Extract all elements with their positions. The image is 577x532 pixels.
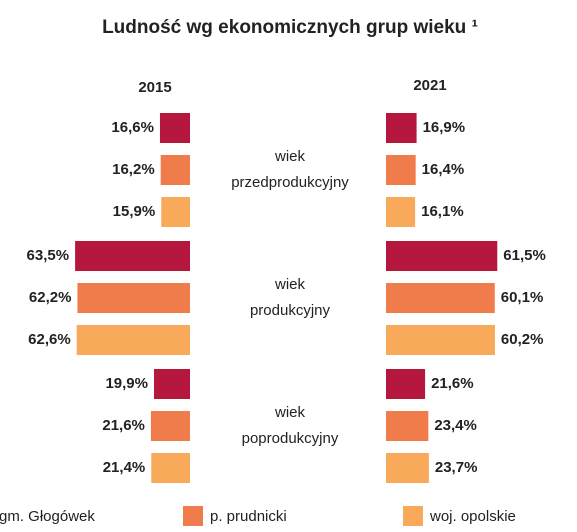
value-label: 23,4% <box>434 417 477 434</box>
value-label: 16,9% <box>423 119 466 136</box>
bar <box>150 411 190 441</box>
value-label: 23,7% <box>435 459 478 476</box>
value-label: 21,6% <box>102 417 145 434</box>
category-label: wiek <box>274 404 306 421</box>
legend-swatch <box>183 506 203 526</box>
bar <box>161 197 190 227</box>
value-label: 16,1% <box>421 203 464 220</box>
bar <box>386 369 426 399</box>
category-label: przedprodukcyjny <box>231 174 349 191</box>
value-label: 16,4% <box>422 161 465 178</box>
value-label: 15,9% <box>113 203 156 220</box>
category-label: wiek <box>274 276 306 293</box>
bar <box>159 113 190 143</box>
panel-title: 2021 <box>413 77 446 94</box>
value-label: 60,1% <box>501 289 544 306</box>
legend-label: woj. opolskie <box>429 508 516 525</box>
category-label: poprodukcyjny <box>242 430 339 447</box>
value-label: 19,9% <box>105 375 148 392</box>
value-label: 16,6% <box>111 119 154 136</box>
bar <box>386 197 416 227</box>
bar <box>77 283 190 313</box>
chart-title: Ludność wg ekonomicznych grup wieku ¹ <box>102 17 478 38</box>
bar <box>151 453 190 483</box>
category-label: produkcyjny <box>250 302 331 319</box>
bar <box>386 411 429 441</box>
value-label: 61,5% <box>503 247 546 264</box>
legend-label: p. prudnicki <box>210 508 287 525</box>
bar <box>153 369 190 399</box>
panel-title: 2015 <box>138 79 171 96</box>
bar <box>386 113 417 143</box>
bar <box>76 325 190 355</box>
bar <box>386 155 416 185</box>
bar <box>386 241 498 271</box>
bar <box>386 283 495 313</box>
value-label: 60,2% <box>501 331 544 348</box>
value-label: 62,6% <box>28 331 71 348</box>
category-label: wiek <box>274 148 306 165</box>
bar <box>386 325 495 355</box>
value-label: 62,2% <box>29 289 72 306</box>
bar <box>75 241 190 271</box>
legend-swatch <box>403 506 423 526</box>
bar <box>160 155 190 185</box>
value-label: 21,6% <box>431 375 474 392</box>
value-label: 21,4% <box>103 459 146 476</box>
value-label: 63,5% <box>27 247 70 264</box>
legend-label: gm. Głogówek <box>0 508 95 525</box>
value-label: 16,2% <box>112 161 155 178</box>
bar <box>386 453 429 483</box>
